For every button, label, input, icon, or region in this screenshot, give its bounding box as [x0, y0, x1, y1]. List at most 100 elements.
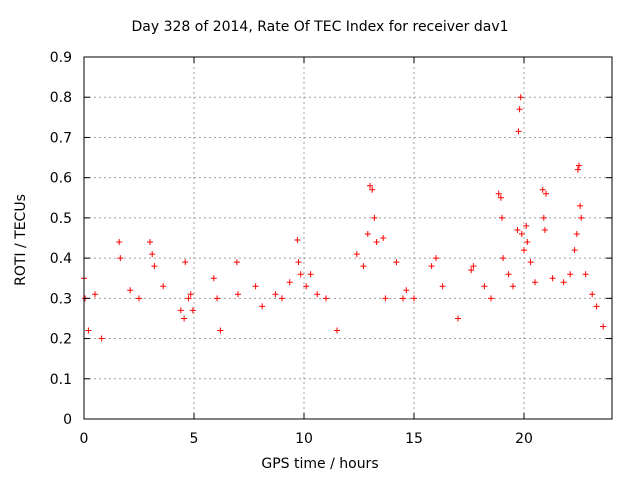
data-point — [116, 239, 123, 246]
data-point — [574, 166, 581, 173]
data-point — [295, 259, 302, 266]
data-point — [518, 230, 525, 237]
data-point — [517, 94, 524, 101]
data-point — [314, 291, 321, 298]
data-point — [578, 214, 585, 221]
data-point — [98, 335, 105, 342]
data-point — [367, 182, 373, 189]
data-point — [182, 259, 189, 266]
y-tick-label: 0.3 — [50, 291, 72, 307]
data-point — [521, 247, 527, 254]
x-tick-label: 10 — [295, 431, 313, 447]
y-tick-label: 0.8 — [50, 90, 72, 106]
y-tick-label: 0.4 — [50, 251, 72, 267]
data-point — [373, 239, 380, 246]
data-point — [181, 315, 188, 322]
x-tick-label: 15 — [405, 431, 423, 447]
data-point — [371, 214, 378, 221]
data-point — [393, 259, 400, 266]
data-point — [539, 186, 546, 193]
data-point — [571, 247, 578, 254]
data-point — [523, 222, 530, 229]
data-point — [127, 287, 134, 294]
data-point — [252, 283, 259, 290]
data-point — [323, 295, 329, 302]
data-point — [500, 255, 507, 262]
data-point — [382, 295, 389, 302]
x-tick-label: 0 — [80, 431, 89, 447]
data-point — [497, 194, 504, 201]
data-point — [499, 214, 505, 221]
data-point — [272, 291, 279, 298]
y-tick-label: 0.1 — [50, 372, 72, 388]
y-axis-label: ROTI / TECUs — [13, 194, 29, 286]
data-point — [560, 279, 567, 286]
data-point — [468, 267, 475, 274]
y-tick-label: 0.9 — [50, 50, 72, 66]
data-point — [488, 295, 494, 302]
data-point — [279, 295, 285, 302]
data-point — [286, 279, 293, 286]
data-point — [259, 303, 266, 310]
data-point — [541, 226, 548, 233]
data-point — [353, 251, 360, 258]
data-point — [576, 162, 582, 169]
y-tick-label: 0 — [63, 412, 72, 428]
data-point — [380, 235, 387, 241]
data-point — [185, 295, 192, 302]
data-point — [117, 255, 124, 262]
data-point — [160, 283, 167, 290]
data-point — [187, 291, 194, 298]
data-point — [510, 283, 516, 290]
data-point — [307, 271, 314, 278]
data-point — [573, 230, 580, 237]
y-tick-label: 0.2 — [50, 332, 72, 348]
axis-ticks: 0 0.1 0.2 0.3 0.4 0.5 0.6 0.7 0.8 0.9 0 5 10 15 20 — [50, 50, 612, 447]
y-tick-label: 0.5 — [50, 211, 72, 227]
data-point — [593, 303, 600, 310]
data-point — [543, 190, 549, 197]
data-point — [549, 275, 556, 282]
data-point — [294, 237, 301, 244]
data-point — [235, 291, 241, 298]
x-tick-label: 20 — [515, 431, 533, 447]
data-point — [149, 251, 156, 258]
plot-background — [84, 57, 612, 419]
data-point — [428, 263, 435, 270]
data-point — [400, 295, 406, 302]
data-point — [217, 327, 224, 334]
plot-frame — [83, 56, 613, 420]
data-point — [85, 327, 92, 334]
data-point — [481, 283, 488, 290]
data-point — [433, 255, 439, 262]
data-points — [81, 94, 607, 342]
grid-lines — [84, 57, 612, 419]
data-point — [92, 291, 98, 298]
data-point — [334, 327, 340, 334]
data-point — [151, 263, 158, 270]
data-point — [527, 259, 534, 266]
data-point — [303, 283, 310, 290]
data-point — [514, 226, 521, 233]
data-point — [411, 295, 417, 302]
data-point — [577, 202, 584, 209]
data-point — [515, 128, 522, 135]
data-point — [470, 263, 477, 270]
y-tick-label: 0.7 — [50, 130, 72, 146]
y-tick-label: 0.6 — [50, 171, 72, 187]
x-axis-label: GPS time / hours — [261, 456, 379, 472]
data-point — [516, 106, 523, 113]
data-point — [147, 239, 153, 246]
data-point — [403, 287, 410, 294]
data-point — [297, 271, 304, 278]
data-point — [364, 230, 371, 237]
data-point — [369, 186, 376, 193]
data-point — [455, 315, 461, 322]
data-point — [189, 307, 196, 314]
data-point — [233, 259, 240, 266]
data-point — [439, 283, 446, 290]
data-point — [582, 271, 589, 278]
data-point — [589, 291, 596, 298]
data-point — [136, 295, 142, 302]
